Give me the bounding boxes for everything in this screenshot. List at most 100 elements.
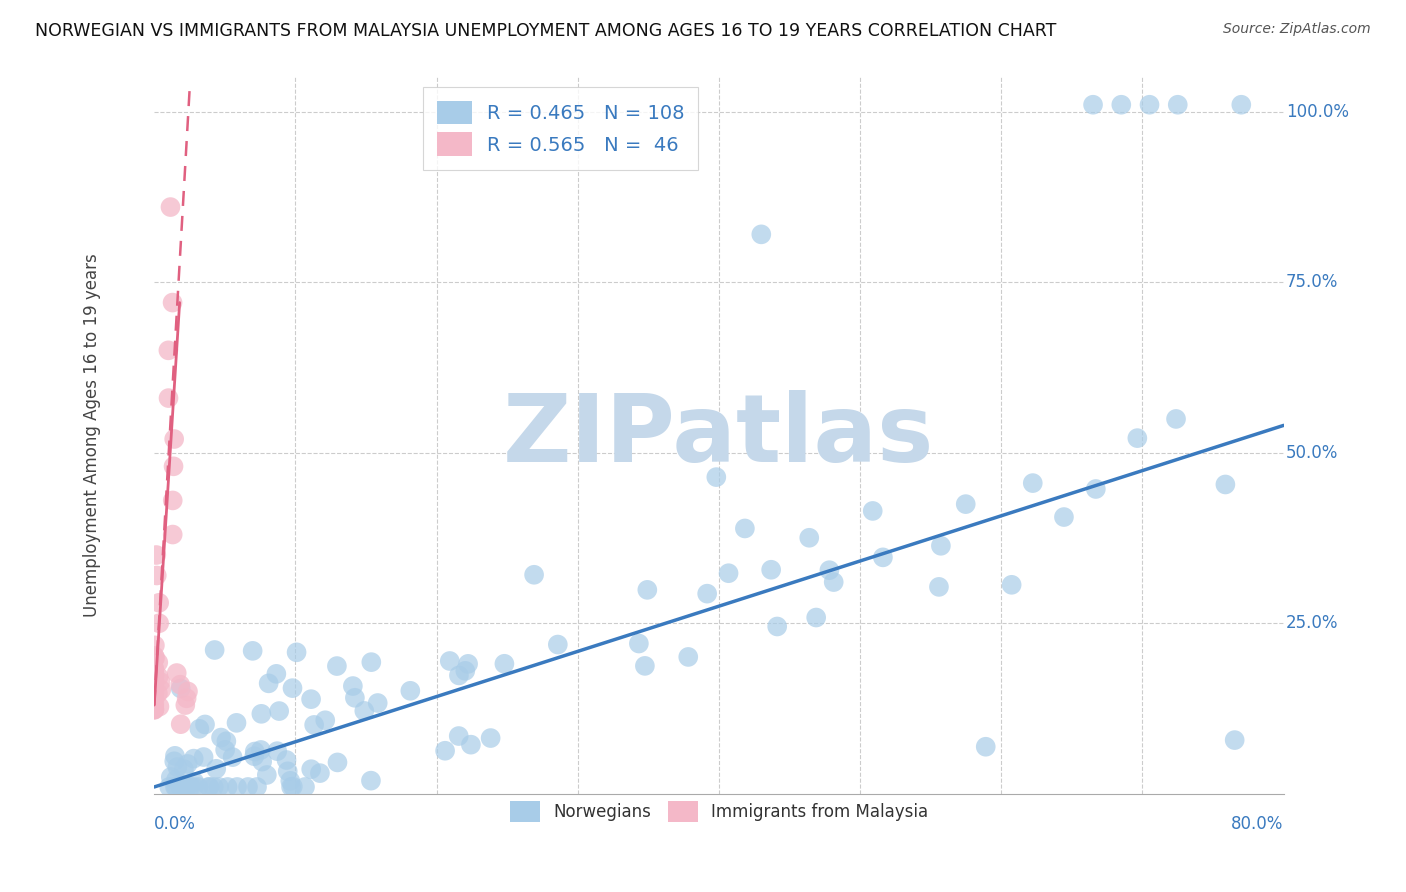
Point (1081, 97, 1104, 112)
Point (157, 780, 180, 794)
Point (1139, 97, 1161, 112)
Point (266, 666, 288, 681)
Point (159, 770, 181, 784)
Point (269, 704, 291, 718)
Point (170, 717, 193, 731)
Point (157, 391, 180, 405)
Point (1126, 431, 1149, 445)
Point (183, 751, 205, 765)
Point (170, 780, 193, 794)
Point (217, 780, 239, 794)
Point (955, 497, 977, 511)
Point (929, 539, 952, 553)
Point (1215, 477, 1237, 491)
Point (143, 662, 166, 676)
Point (163, 754, 186, 768)
Point (314, 713, 336, 727)
Point (145, 548, 167, 562)
Point (799, 531, 821, 545)
Point (162, 527, 184, 541)
Point (627, 636, 650, 650)
Point (226, 780, 249, 794)
Point (246, 780, 269, 794)
Point (143, 681, 166, 695)
Point (205, 762, 228, 776)
Point (353, 704, 375, 718)
Text: Source: ZipAtlas.com: Source: ZipAtlas.com (1223, 22, 1371, 37)
Point (214, 743, 236, 757)
Point (717, 566, 740, 581)
Point (447, 668, 470, 682)
Point (143, 685, 166, 699)
Point (150, 682, 173, 697)
Text: 25.0%: 25.0% (1286, 615, 1339, 632)
Point (162, 459, 184, 474)
Point (163, 432, 186, 446)
Point (157, 343, 180, 358)
Point (460, 738, 482, 752)
Point (163, 748, 186, 763)
Point (439, 654, 461, 668)
Text: 100.0%: 100.0% (1286, 103, 1348, 120)
Point (173, 762, 195, 776)
Point (143, 638, 166, 652)
Text: 75.0%: 75.0% (1286, 273, 1339, 291)
Point (143, 650, 166, 665)
Point (285, 645, 308, 659)
Point (547, 638, 569, 652)
Point (162, 295, 184, 310)
Point (143, 690, 166, 705)
Point (159, 200, 181, 214)
Point (454, 664, 477, 678)
Point (1167, 97, 1189, 112)
Point (678, 649, 700, 664)
Point (326, 659, 349, 673)
Point (163, 780, 186, 794)
Point (146, 686, 169, 700)
Point (434, 744, 457, 758)
Point (143, 673, 166, 688)
Text: 0.0%: 0.0% (155, 815, 195, 833)
Point (180, 780, 202, 794)
Point (148, 616, 170, 631)
Point (280, 780, 302, 794)
Point (1223, 733, 1246, 747)
Point (302, 718, 325, 732)
Point (183, 780, 205, 794)
Point (143, 665, 166, 680)
Point (636, 582, 658, 597)
Point (734, 521, 756, 535)
Point (194, 717, 217, 731)
Point (299, 762, 322, 776)
Legend: Norwegians, Immigrants from Malaysia: Norwegians, Immigrants from Malaysia (503, 795, 935, 829)
Point (162, 493, 184, 508)
Point (243, 749, 266, 764)
Point (176, 756, 198, 771)
Point (974, 739, 997, 754)
Point (198, 780, 221, 794)
Point (367, 696, 389, 710)
Point (243, 745, 266, 759)
Point (250, 755, 273, 769)
Point (447, 729, 470, 743)
Text: Unemployment Among Ages 16 to 19 years: Unemployment Among Ages 16 to 19 years (83, 253, 101, 617)
Point (225, 715, 247, 730)
Point (360, 655, 382, 669)
Point (170, 780, 193, 794)
Point (188, 722, 211, 736)
Point (143, 669, 166, 683)
Point (143, 703, 166, 717)
Point (143, 701, 166, 715)
Point (202, 780, 225, 794)
Point (1084, 482, 1107, 496)
Point (277, 764, 299, 779)
Point (457, 657, 479, 671)
Point (209, 731, 232, 745)
Point (221, 750, 243, 764)
Point (250, 706, 273, 721)
Point (177, 684, 200, 698)
Point (1230, 97, 1253, 112)
Point (766, 619, 789, 633)
Point (309, 766, 332, 780)
Point (326, 756, 349, 770)
